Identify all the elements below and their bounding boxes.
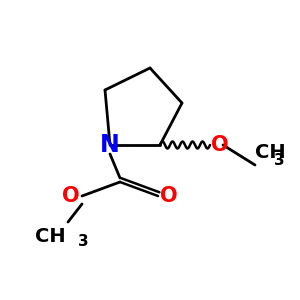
Text: O: O xyxy=(160,186,178,206)
Text: 3: 3 xyxy=(274,153,285,168)
Text: CH: CH xyxy=(35,227,66,246)
Text: O: O xyxy=(62,186,80,206)
Text: N: N xyxy=(100,133,120,157)
Text: O: O xyxy=(211,135,229,155)
Text: CH: CH xyxy=(255,143,286,162)
Text: 3: 3 xyxy=(78,234,88,249)
